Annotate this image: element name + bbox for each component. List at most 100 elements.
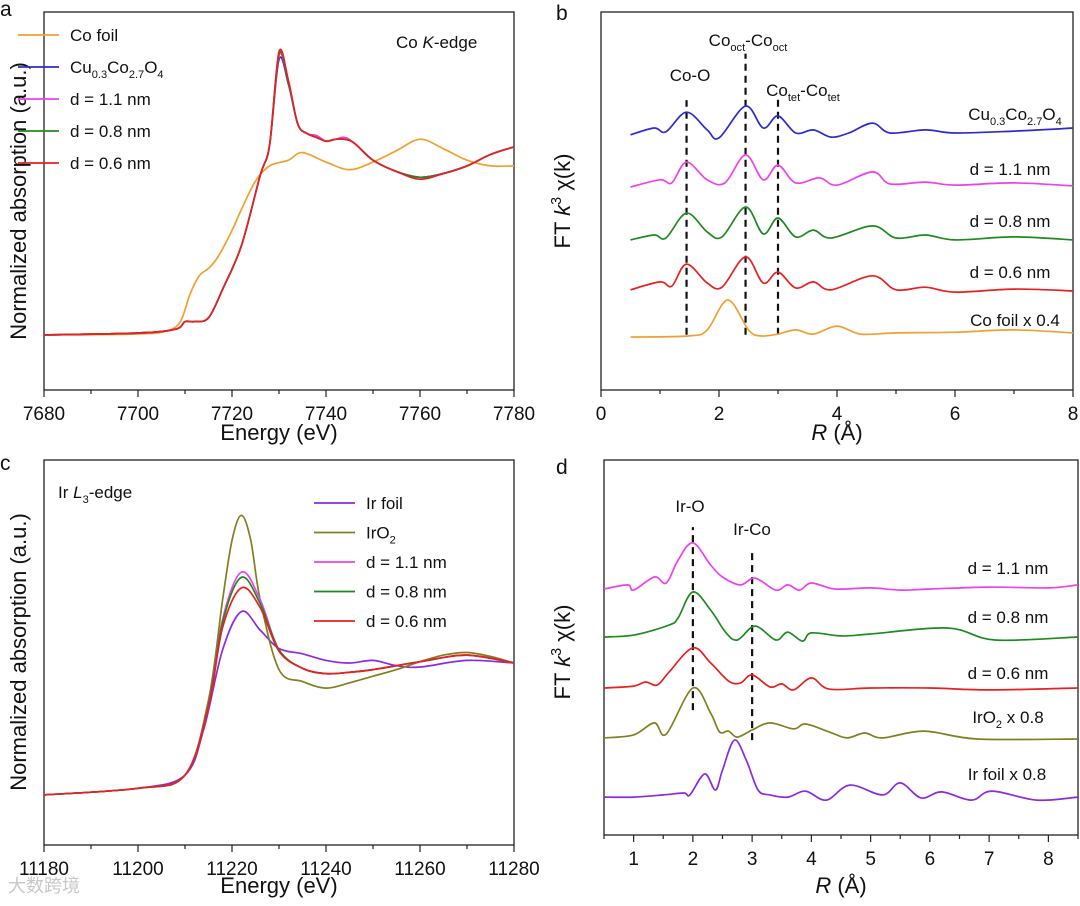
x-axis-label-part: Energy (eV)	[220, 420, 337, 445]
guide-label-part: Ir-Co	[733, 520, 771, 539]
x-tick-label: 2	[688, 849, 699, 870]
series-label-part: 0.3	[990, 116, 1005, 128]
series-label: Cu0.3Co2.7O4	[968, 105, 1062, 128]
y-axis-label-part: 3	[549, 197, 565, 205]
x-tick-label: 1	[628, 849, 639, 870]
guide-label: Ir-Co	[733, 520, 771, 539]
series-label: IrO2 x 0.8	[972, 708, 1043, 731]
edge-annotation-part: Ir	[58, 483, 73, 502]
series-line	[44, 610, 514, 796]
series-line	[630, 256, 1073, 293]
guide-label-part: -Co	[745, 31, 772, 50]
y-axis-label-part: χ(k)	[550, 154, 575, 197]
series-line	[44, 586, 514, 796]
y-axis-label-part: k	[550, 204, 575, 216]
x-axis-label: R (Å)	[815, 873, 866, 898]
x-tick-label: 2	[714, 404, 725, 425]
x-tick-label: 4	[806, 849, 817, 870]
series-label-part: d = 0.8 nm	[970, 212, 1051, 231]
panel-letter: b	[556, 2, 568, 25]
series-line	[44, 514, 514, 796]
series-label-part: 4	[1056, 116, 1062, 128]
edge-annotation-part: L	[73, 483, 82, 502]
panel-letter: a	[0, 0, 12, 21]
edge-annotation-part: K	[422, 33, 434, 52]
x-tick-label: 11240	[300, 859, 351, 880]
x-tick-label: 7780	[493, 404, 535, 425]
series-label-part: d = 0.6 nm	[968, 664, 1049, 683]
x-tick-label: 3	[747, 849, 758, 870]
legend-label: d = 1.1 nm	[70, 90, 151, 109]
y-axis-label-part: Normalized absorption (a.u.)	[6, 62, 31, 340]
series-label: Ir foil x 0.8	[968, 765, 1046, 784]
guide-label-part: Ir-O	[675, 497, 704, 516]
legend-label: d = 0.8 nm	[70, 122, 151, 141]
legend-label-part: 2	[390, 535, 396, 547]
edge-annotation: Co K-edge	[396, 33, 477, 52]
series-line	[630, 105, 1073, 140]
legend-label-part: Co foil	[70, 26, 118, 45]
guide-label-part: Co	[766, 81, 788, 100]
x-tick-label: 11260	[394, 859, 445, 880]
legend-label: IrO2	[366, 524, 396, 547]
series-label: d = 0.8 nm	[968, 608, 1049, 627]
series-line	[44, 138, 514, 336]
legend-label: d = 1.1 nm	[366, 553, 447, 572]
panel-letter: d	[556, 456, 568, 479]
y-axis-label-part: FT	[550, 216, 575, 249]
panel-a: 7680 7700 7720 7740 7760 7780 a Energy (eV) Norm…	[0, 0, 535, 445]
x-tick-label: 11180	[19, 859, 69, 880]
guide-label: Co-O	[670, 66, 711, 85]
edge-annotation-part: Co	[396, 33, 422, 52]
series-line	[604, 542, 1078, 592]
series-line	[604, 647, 1078, 691]
series-label-part: IrO	[972, 708, 996, 727]
series-line	[44, 48, 514, 336]
guide-label: Cooct-Cooct	[709, 31, 788, 54]
x-axis-label: Energy (eV)	[220, 420, 337, 445]
legend-label-part: d = 0.8 nm	[366, 583, 447, 602]
x-tick-label: 5	[865, 849, 876, 870]
series-label: d = 1.1 nm	[970, 160, 1051, 179]
guide-label: Ir-O	[675, 497, 704, 516]
edge-annotation-part: -edge	[434, 33, 477, 52]
guide-label-part: -Co	[800, 81, 827, 100]
legend-label: Co foil	[70, 26, 118, 45]
series-label: Co foil x 0.4	[970, 311, 1060, 330]
series-line	[44, 570, 514, 796]
guide-label-part: Co	[709, 31, 731, 50]
edge-annotation: Ir L3-edge	[58, 483, 132, 506]
x-axis-label-part: (Å)	[827, 420, 862, 445]
series-label: d = 0.6 nm	[970, 263, 1051, 282]
series-label-part: d = 1.1 nm	[968, 559, 1049, 578]
x-axis-label-part: Energy (eV)	[220, 873, 337, 898]
guide-label: Cotet-Cotet	[766, 81, 840, 104]
x-axis-label-part: R	[815, 873, 831, 898]
series-label: d = 0.6 nm	[968, 664, 1049, 683]
x-axis-label-part: (Å)	[831, 873, 866, 898]
x-tick-label: 7700	[117, 404, 159, 425]
guide-label-part: tet	[788, 92, 800, 104]
series-label-part: d = 1.1 nm	[970, 160, 1051, 179]
y-axis-label-part: χ(k)	[550, 605, 575, 648]
y-axis-label-part: Normalized absorption (a.u.)	[6, 513, 31, 791]
legend-label: Cu0.3Co2.7O4	[70, 58, 164, 81]
watermark: 大数跨境	[8, 876, 80, 897]
x-tick-label: 7	[984, 849, 995, 870]
legend-label-part: O	[144, 58, 157, 77]
panel-b: 0 2 4 6 8bR (Å)FT k3 χ(k)Co-OCooct-CooctCote…	[549, 2, 1078, 445]
legend-label-part: d = 1.1 nm	[366, 553, 447, 572]
y-axis-label: FT k3 χ(k)	[549, 154, 575, 249]
guide-label-part: Co-O	[670, 66, 711, 85]
series-label-part: d = 0.8 nm	[968, 608, 1049, 627]
y-axis-label: Normalized absorption (a.u.)	[6, 62, 31, 340]
legend-label-part: Ir foil	[366, 494, 403, 513]
x-tick-label: 0	[596, 404, 607, 425]
legend-label-part: IrO	[366, 524, 390, 543]
x-tick-label: 4	[832, 404, 843, 425]
x-tick-label: 7680	[23, 404, 65, 425]
legend-label-part: d = 0.8 nm	[70, 122, 151, 141]
legend-label: d = 0.6 nm	[366, 612, 447, 631]
series-line	[630, 154, 1073, 188]
series-label-part: O	[1042, 105, 1055, 124]
